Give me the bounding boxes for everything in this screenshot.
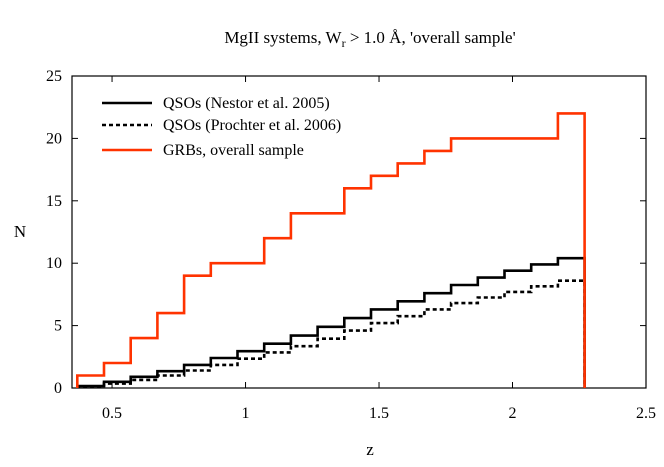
y-tick-label: 20 — [46, 130, 62, 147]
series-line-3 — [76, 112, 586, 388]
x-tick-label: 2 — [509, 405, 517, 422]
y-axis-label: N — [14, 222, 26, 241]
series-line-1 — [76, 256, 586, 388]
chart-title: MgII systems, Wr > 1.0 Å, 'overall sampl… — [224, 28, 515, 50]
series-line-2 — [76, 279, 586, 389]
x-tick-label: 0.5 — [102, 405, 122, 422]
legend: QSOs (Nestor et al. 2005) QSOs (Prochter … — [102, 95, 341, 159]
legend-label-2: QSOs (Prochter et al. 2006) — [163, 117, 341, 134]
y-tick-label: 5 — [54, 318, 62, 335]
y-tick-label: 25 — [46, 68, 62, 85]
y-tick-label: 10 — [46, 255, 62, 272]
legend-label-1: QSOs (Nestor et al. 2005) — [163, 95, 330, 112]
legend-label-3: GRBs, overall sample — [163, 142, 304, 159]
x-tick-label: 1.5 — [369, 405, 389, 422]
x-tick-label: 1 — [242, 405, 250, 422]
axis-ticks: 0.5 1 1.5 2 2.5 0 5 10 15 20 25 — [46, 68, 656, 422]
plot-area — [71, 75, 647, 389]
y-tick-label: 15 — [46, 193, 62, 210]
x-tick-label: 2.5 — [636, 405, 656, 422]
series-group — [76, 112, 586, 389]
x-axis-label: z — [366, 440, 374, 459]
y-tick-label: 0 — [54, 380, 62, 397]
